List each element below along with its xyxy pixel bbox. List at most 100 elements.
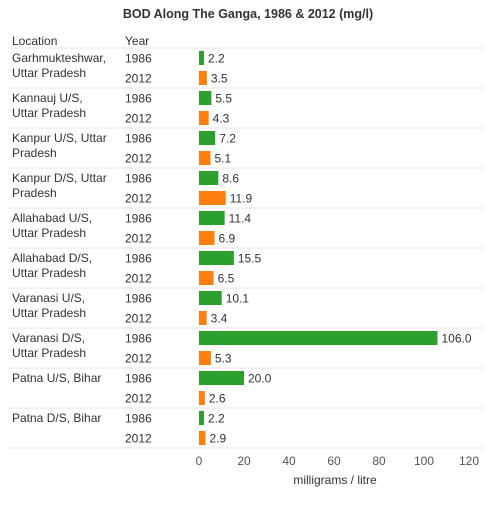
location-label: Allahabad D/S,	[12, 251, 92, 265]
location-label: Kannauj U/S,	[12, 91, 83, 105]
bar-1986	[199, 91, 212, 105]
location-group: Varanasi D/S,Uttar Pradesh 1986 106.0 2012 5…	[8, 331, 484, 369]
bar-2012	[199, 311, 207, 325]
location-label: Allahabad U/S,	[12, 211, 92, 225]
bar-value-label: 6.9	[219, 232, 236, 246]
location-group: Kannauj U/S,Uttar Pradesh 1986 5.5 2012 4.3	[8, 91, 484, 129]
bar-value-label: 20.0	[248, 372, 272, 386]
bar-2012	[199, 151, 211, 165]
location-label: Uttar Pradesh	[12, 226, 86, 240]
bar-value-label: 2.2	[208, 52, 225, 66]
x-tick-label: 120	[459, 454, 479, 468]
year-label: 1986	[125, 92, 152, 106]
bar-value-label: 7.2	[219, 132, 236, 146]
location-label: Pradesh	[12, 146, 57, 160]
bar-value-label: 3.5	[211, 72, 228, 86]
bar-value-label: 8.6	[222, 172, 239, 186]
bar-1986	[199, 291, 222, 305]
bar-value-label: 2.2	[208, 412, 225, 426]
location-label: Uttar Pradesh	[12, 106, 86, 120]
location-label: Uttar Pradesh	[12, 306, 86, 320]
bar-value-label: 6.5	[218, 272, 235, 286]
location-group: Allahabad U/S,Uttar Pradesh 1986 11.4 2012 6…	[8, 211, 484, 249]
bar-1986	[199, 211, 225, 225]
year-label: 1986	[125, 52, 152, 66]
x-tick-label: 100	[414, 454, 434, 468]
location-label: Varanasi D/S,	[12, 331, 85, 345]
bar-value-label: 4.3	[213, 112, 230, 126]
bar-value-label: 5.1	[214, 152, 231, 166]
bar-2012	[199, 351, 211, 365]
location-label: Patna D/S, Bihar	[12, 411, 101, 425]
year-label: 1986	[125, 372, 152, 386]
year-label: 2012	[125, 72, 152, 86]
year-label: 2012	[125, 432, 152, 446]
x-tick-label: 20	[237, 454, 251, 468]
location-label: Uttar Pradesh	[12, 346, 86, 360]
location-label: Pradesh	[12, 186, 57, 200]
location-label: Kanpur U/S, Uttar	[12, 131, 107, 145]
location-group: Varanasi U/S,Uttar Pradesh 1986 10.1 2012 3.…	[8, 291, 484, 329]
bar-1986	[199, 371, 244, 385]
year-label: 2012	[125, 272, 152, 286]
year-label: 2012	[125, 112, 152, 126]
year-label: 2012	[125, 192, 152, 206]
bar-value-label: 10.1	[226, 292, 250, 306]
bar-value-label: 5.5	[215, 92, 232, 106]
bar-1986	[199, 251, 234, 265]
year-label: 2012	[125, 232, 152, 246]
year-label: 2012	[125, 352, 152, 366]
location-column-header: Location	[12, 34, 57, 48]
x-tick-label: 0	[196, 454, 203, 468]
bar-2012	[199, 391, 205, 405]
bar-1986	[199, 131, 216, 145]
chart-title: BOD Along The Ganga, 1986 & 2012 (mg/l)	[123, 7, 373, 21]
x-tick-label: 40	[282, 454, 296, 468]
location-group: Patna U/S, Bihar 1986 20.0 2012 2.6	[8, 371, 484, 409]
bar-2012	[199, 271, 214, 285]
bar-value-label: 11.9	[230, 192, 253, 206]
bar-1986	[199, 331, 438, 345]
bar-value-label: 15.5	[238, 252, 262, 266]
year-label: 1986	[125, 252, 152, 266]
bar-value-label: 106.0	[442, 332, 472, 346]
year-label: 1986	[125, 332, 152, 346]
location-label: Uttar Pradesh	[12, 266, 86, 280]
bar-2012	[199, 431, 206, 445]
location-label: Uttar Pradesh	[12, 66, 86, 80]
bar-1986	[199, 411, 204, 425]
year-label: 2012	[125, 312, 152, 326]
year-label: 1986	[125, 212, 152, 226]
year-label: 2012	[125, 392, 152, 406]
location-group: Garhmukteshwar,Uttar Pradesh 1986 2.2 2012 3…	[8, 51, 484, 89]
x-tick-label: 80	[372, 454, 386, 468]
location-label: Garhmukteshwar,	[12, 51, 106, 65]
year-label: 1986	[125, 172, 152, 186]
bar-value-label: 2.9	[210, 432, 227, 446]
year-label: 2012	[125, 152, 152, 166]
location-label: Kanpur D/S, Uttar	[12, 171, 107, 185]
location-group: Allahabad D/S,Uttar Pradesh 1986 15.5 2012 6…	[8, 251, 484, 289]
location-label: Patna U/S, Bihar	[12, 371, 101, 385]
year-label: 1986	[125, 132, 152, 146]
bar-value-label: 5.3	[215, 352, 232, 366]
bar-2012	[199, 111, 209, 125]
location-group: Patna D/S, Bihar 1986 2.2 2012 2.9	[8, 411, 484, 449]
year-column-header: Year	[125, 34, 149, 48]
x-axis: 0 20 40 60 80 100 120	[196, 454, 480, 468]
bar-2012	[199, 191, 226, 205]
x-axis-label: milligrams / litre	[293, 473, 377, 487]
bar-2012	[199, 231, 215, 245]
bar-1986	[199, 171, 219, 185]
bar-value-label: 11.4	[229, 212, 252, 226]
bar-1986	[199, 51, 204, 65]
year-label: 1986	[125, 412, 152, 426]
bar-value-label: 3.4	[211, 312, 228, 326]
x-tick-label: 60	[327, 454, 341, 468]
location-label: Varanasi U/S,	[12, 291, 85, 305]
